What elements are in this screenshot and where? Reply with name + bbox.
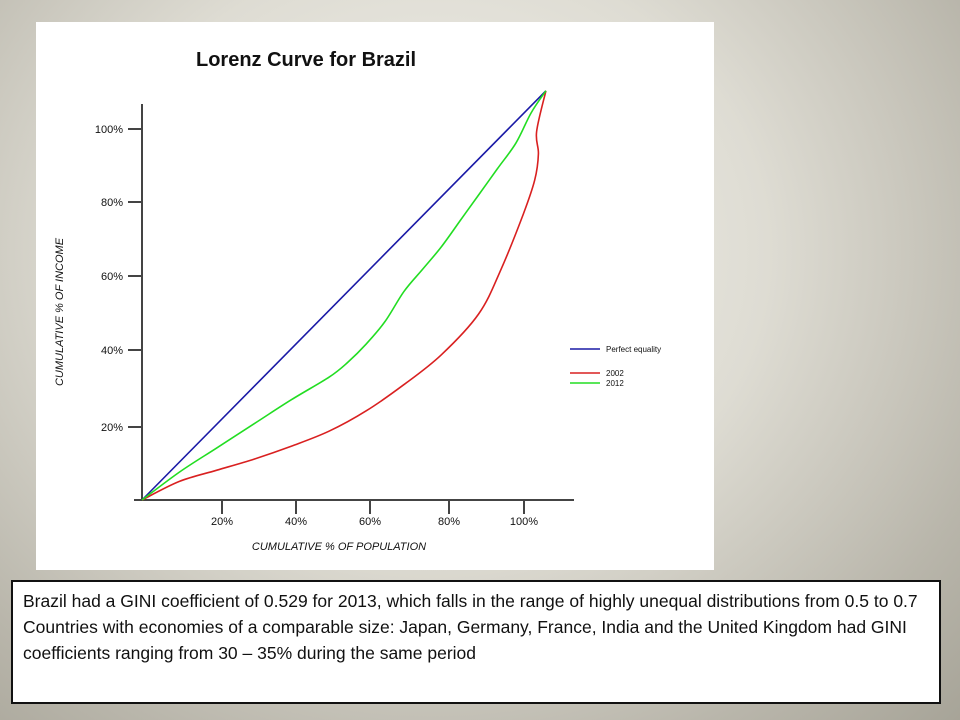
x-tick-label: 60% (359, 516, 381, 528)
x-ticks: 20% 40% 60% 80% 100% (211, 500, 538, 528)
x-tick-label: 100% (510, 516, 538, 528)
legend-label-2002: 2002 (606, 369, 624, 378)
chart-title: Lorenz Curve for Brazil (196, 49, 416, 71)
legend-label-perfect-equality: Perfect equality (606, 345, 661, 354)
y-axis-title: CUMULATIVE % OF INCOME (54, 237, 66, 386)
series-lines (141, 90, 547, 501)
chart-panel: Lorenz Curve for Brazil 20% 40% 60% 80% … (36, 22, 714, 570)
legend: Perfect equality 2002 2012 (570, 345, 661, 388)
caption-gini-brazil: Brazil had a GINI coefficient of 0.529 f… (23, 591, 918, 611)
y-tick-label: 80% (101, 197, 123, 209)
caption-box: Brazil had a GINI coefficient of 0.529 f… (11, 580, 941, 704)
x-tick-label: 20% (211, 516, 233, 528)
caption-comparison: Countries with economies of a comparable… (23, 617, 907, 663)
series-line-2002 (141, 90, 547, 501)
series-line-perfect-equality (141, 90, 547, 501)
legend-label-2012: 2012 (606, 379, 624, 388)
x-tick-label: 40% (285, 516, 307, 528)
y-tick-label: 40% (101, 345, 123, 357)
x-axis-title: CUMULATIVE % OF POPULATION (252, 541, 426, 553)
axes (134, 104, 574, 501)
lorenz-chart: Lorenz Curve for Brazil 20% 40% 60% 80% … (54, 49, 661, 553)
y-tick-label: 60% (101, 271, 123, 283)
y-tick-label: 100% (95, 124, 123, 136)
y-ticks: 20% 40% 60% 80% 100% (95, 124, 142, 434)
series-line-2012 (141, 90, 547, 501)
y-tick-label: 20% (101, 422, 123, 434)
x-tick-label: 80% (438, 516, 460, 528)
